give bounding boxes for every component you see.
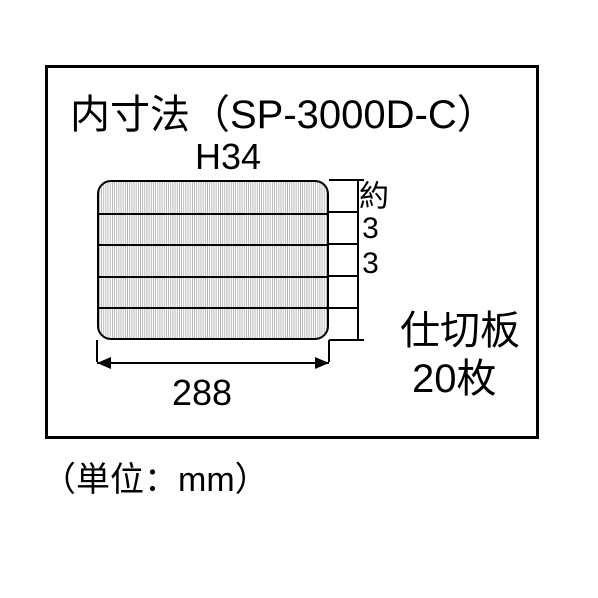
- canvas: { "figure": { "frame": { "x": 45, "y": 6…: [0, 0, 598, 598]
- container-texture: [99, 182, 327, 339]
- diagram-title: 内寸法（SP-3000D-C）: [70, 82, 497, 140]
- divider-line: [99, 244, 327, 246]
- divider-line: [99, 307, 327, 309]
- divider-count-line2: 20枚: [412, 346, 497, 404]
- unit-label: （単位：mm）: [42, 452, 269, 501]
- dim-line: [97, 362, 329, 364]
- divider-line: [99, 213, 327, 215]
- width-value: 288: [172, 372, 232, 414]
- container-box: [97, 180, 329, 340]
- arrow-right-icon: [315, 357, 329, 369]
- row-ext-d: [329, 307, 358, 309]
- height-label: H34: [195, 136, 261, 178]
- row-tick-bot: [352, 339, 364, 341]
- divider-line: [99, 276, 327, 278]
- arrow-left-icon: [97, 357, 111, 369]
- row-value: 約33: [348, 180, 392, 282]
